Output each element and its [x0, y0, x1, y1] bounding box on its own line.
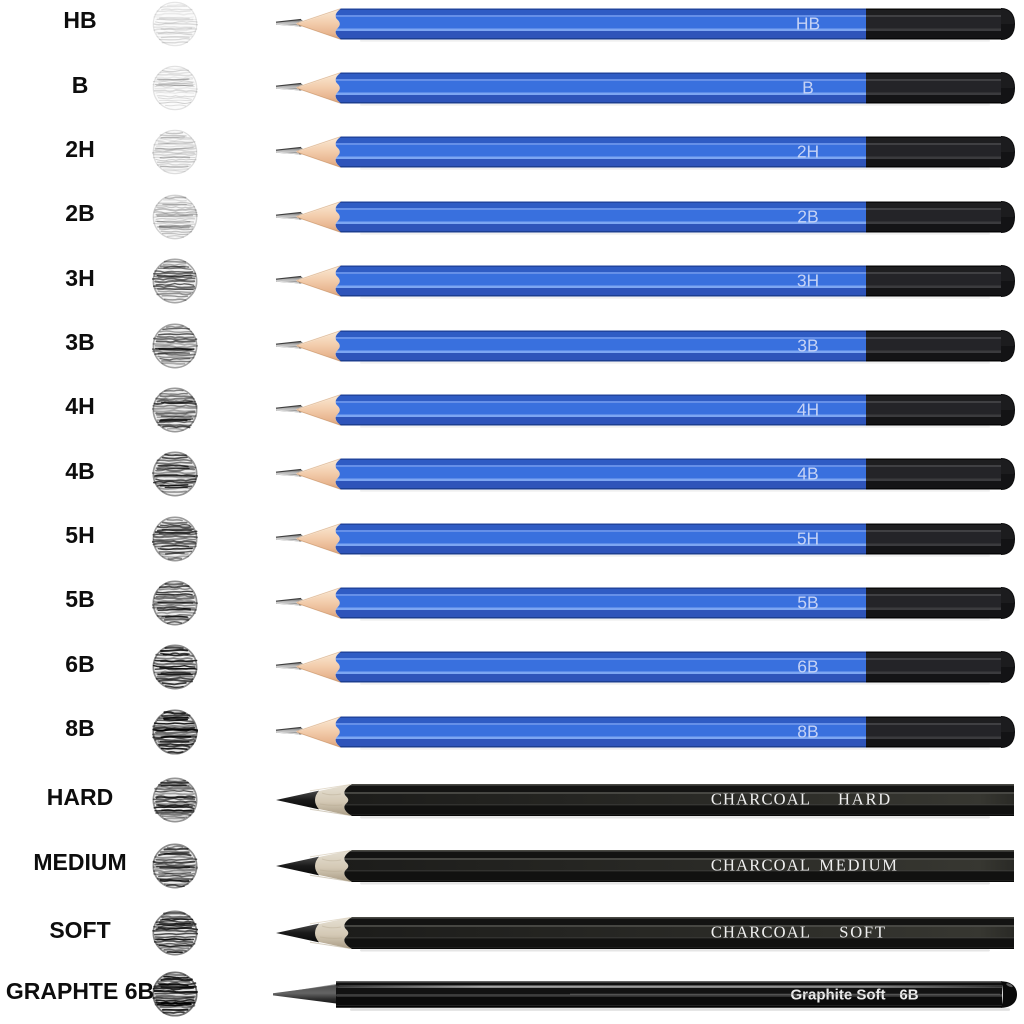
svg-text:6B: 6B	[899, 986, 918, 1003]
svg-text:CHARCOAL: CHARCOAL	[711, 923, 811, 942]
svg-text:MEDIUM: MEDIUM	[819, 855, 899, 874]
svg-text:4B: 4B	[797, 464, 818, 484]
svg-text:HB: HB	[796, 13, 820, 33]
svg-text:3H: 3H	[797, 271, 819, 291]
svg-text:SOFT: SOFT	[839, 923, 887, 942]
svg-text:B: B	[802, 78, 814, 98]
svg-text:HARD: HARD	[838, 790, 892, 809]
svg-text:3B: 3B	[797, 335, 818, 355]
svg-text:2B: 2B	[797, 206, 818, 226]
svg-text:CHARCOAL: CHARCOAL	[711, 855, 811, 874]
svg-text:2H: 2H	[797, 142, 819, 162]
svg-text:6B: 6B	[797, 657, 818, 677]
svg-text:CHARCOAL: CHARCOAL	[711, 790, 811, 809]
svg-text:8B: 8B	[797, 721, 818, 741]
svg-text:4H: 4H	[797, 399, 819, 419]
svg-text:Graphite Soft: Graphite Soft	[790, 986, 885, 1003]
svg-text:5H: 5H	[797, 528, 819, 548]
svg-text:5B: 5B	[797, 592, 818, 612]
